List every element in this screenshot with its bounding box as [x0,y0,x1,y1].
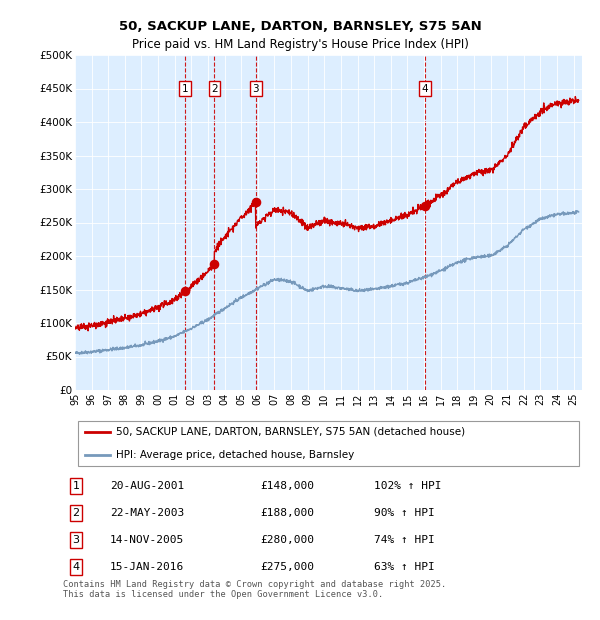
Text: 3: 3 [253,84,259,94]
Text: 63% ↑ HPI: 63% ↑ HPI [374,562,435,572]
Text: 20-AUG-2001: 20-AUG-2001 [110,481,184,491]
Point [420,201,430,211]
Text: £188,000: £188,000 [260,508,314,518]
Point [181,286,190,296]
Text: HPI: Average price, detached house, Barnsley: HPI: Average price, detached house, Barn… [116,450,354,460]
Text: Contains HM Land Registry data © Crown copyright and database right 2025.
This d: Contains HM Land Registry data © Crown c… [63,580,446,600]
Text: 90% ↑ HPI: 90% ↑ HPI [374,508,435,518]
Text: £275,000: £275,000 [260,562,314,572]
Text: 1: 1 [182,84,188,94]
Text: 102% ↑ HPI: 102% ↑ HPI [374,481,442,491]
Text: 15-JAN-2016: 15-JAN-2016 [110,562,184,572]
FancyBboxPatch shape [77,420,580,466]
Text: 4: 4 [73,562,80,572]
Text: 50, SACKUP LANE, DARTON, BARNSLEY, S75 5AN: 50, SACKUP LANE, DARTON, BARNSLEY, S75 5… [119,20,481,33]
Text: 4: 4 [421,84,428,94]
Text: 50, SACKUP LANE, DARTON, BARNSLEY, S75 5AN (detached house): 50, SACKUP LANE, DARTON, BARNSLEY, S75 5… [116,427,464,437]
Text: 2: 2 [211,84,218,94]
Text: £148,000: £148,000 [260,481,314,491]
Text: 14-NOV-2005: 14-NOV-2005 [110,535,184,545]
Text: £280,000: £280,000 [260,535,314,545]
Text: 74% ↑ HPI: 74% ↑ HPI [374,535,435,545]
Text: 1: 1 [73,481,79,491]
Point [209,259,219,269]
Text: 3: 3 [73,535,79,545]
Text: Price paid vs. HM Land Registry's House Price Index (HPI): Price paid vs. HM Land Registry's House … [131,38,469,51]
Text: 22-MAY-2003: 22-MAY-2003 [110,508,184,518]
Point [251,197,260,207]
Text: 2: 2 [73,508,80,518]
